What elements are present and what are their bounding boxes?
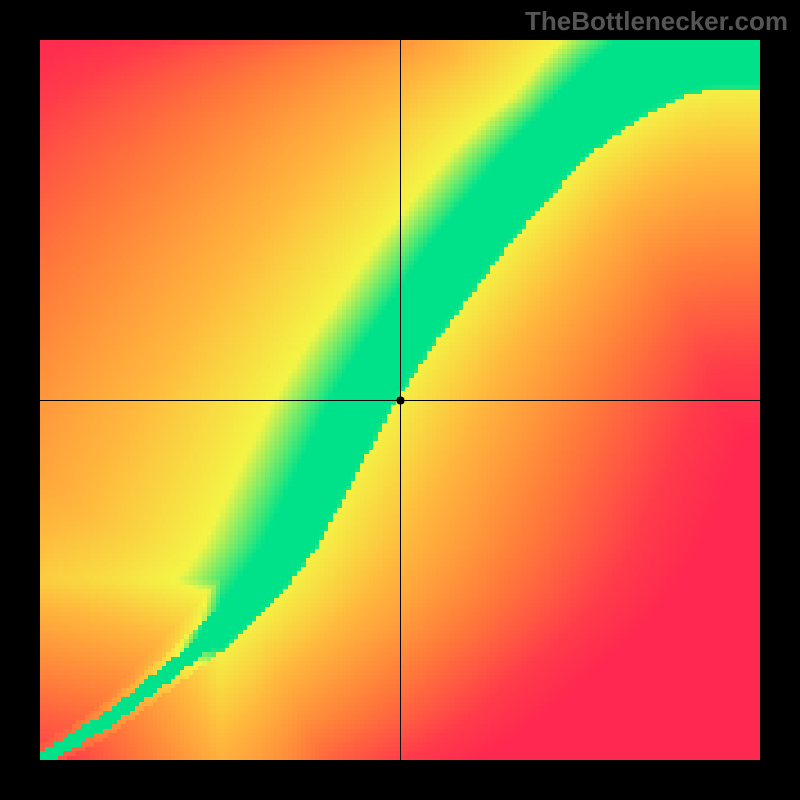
watermark-text: TheBottlenecker.com: [525, 6, 788, 37]
bottleneck-heatmap: [40, 40, 760, 760]
chart-container: TheBottlenecker.com: [0, 0, 800, 800]
